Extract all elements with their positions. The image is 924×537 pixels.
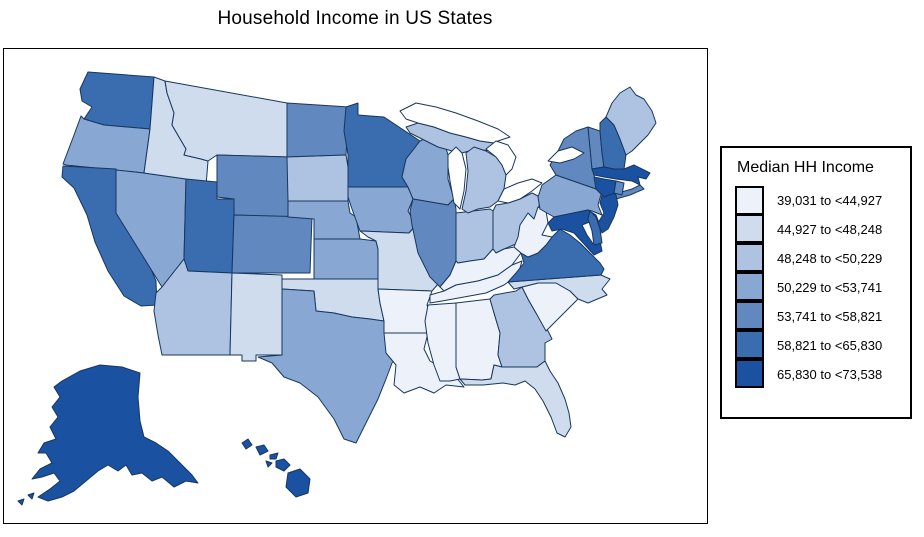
legend-row-3: 48,248 to <50,229 — [735, 243, 910, 273]
state-ks — [313, 238, 379, 280]
legend-class-label: 65,830 to <73,538 — [777, 367, 883, 382]
us-choropleth-map — [17, 71, 657, 506]
lake-michigan — [447, 146, 467, 210]
state-de — [587, 210, 603, 246]
legend-class-label: 58,821 to <65,830 — [777, 338, 883, 353]
legend-row-1: 39,031 to <44,927 — [735, 186, 910, 215]
state-tx — [257, 288, 401, 444]
state-ak — [31, 364, 199, 502]
state-ak — [17, 498, 25, 506]
state-nm — [229, 272, 283, 362]
legend-swatch-3 — [735, 243, 764, 272]
legend-box: Median HH Income 39,031 to <44,927 44,927… — [720, 146, 912, 419]
state-hi — [269, 452, 279, 460]
legend-row-5: 53,741 to <58,821 — [735, 301, 910, 331]
legend-swatch-2 — [735, 214, 764, 243]
state-hi — [255, 444, 269, 456]
state-ma — [591, 164, 651, 186]
state-hi — [285, 468, 311, 498]
state-ga — [489, 286, 553, 368]
legend-class-label: 48,248 to <50,229 — [777, 251, 883, 266]
lake-huron — [485, 140, 517, 176]
state-nc — [507, 274, 611, 304]
state-fl — [459, 360, 572, 438]
legend-class-label: 44,927 to <48,248 — [777, 222, 883, 237]
legend-rows: 39,031 to <44,927 44,927 to <48,248 48,248… — [735, 186, 910, 389]
state-ri — [613, 180, 625, 196]
legend-class-label: 50,229 to <53,741 — [777, 280, 883, 295]
state-wa — [79, 71, 155, 130]
lake-ontario — [547, 146, 585, 164]
legend-title: Median HH Income — [737, 159, 874, 176]
legend-row-2: 44,927 to <48,248 — [735, 214, 910, 244]
legend-swatch-1 — [735, 186, 764, 215]
state-nj — [597, 190, 619, 234]
legend-class-label: 39,031 to <44,927 — [777, 193, 883, 208]
state-hi — [275, 458, 291, 472]
legend-swatch-4 — [735, 272, 764, 301]
legend-class-label: 53,741 to <58,821 — [777, 309, 883, 324]
legend-row-4: 50,229 to <53,741 — [735, 272, 910, 302]
page-title: Household Income in US States — [217, 8, 493, 29]
state-ak — [27, 492, 35, 500]
state-co — [231, 214, 313, 274]
map-panel — [3, 48, 708, 524]
state-sd — [286, 154, 349, 202]
state-ar — [377, 288, 433, 334]
legend-swatch-7 — [735, 359, 764, 388]
legend-row-7: 65,830 to <73,538 — [735, 359, 910, 389]
lake-erie — [497, 178, 543, 204]
legend-row-6: 58,821 to <65,830 — [735, 330, 910, 360]
state-nd — [286, 102, 350, 158]
legend-swatch-6 — [735, 330, 764, 359]
state-ia — [347, 186, 417, 234]
state-me — [605, 86, 657, 156]
state-hi — [241, 438, 253, 450]
state-hi — [265, 460, 273, 468]
legend-swatch-5 — [735, 301, 764, 330]
